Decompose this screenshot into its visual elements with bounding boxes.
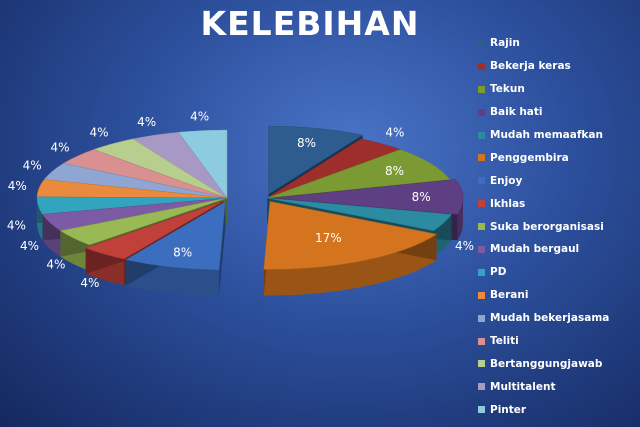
data-label-ikhlas: 4% [80,276,99,290]
legend-item: PD [478,261,638,284]
legend-swatch [478,337,485,345]
legend-label: Teliti [490,335,519,348]
legend-item: Rajin [478,32,638,55]
legend-item: Mudah bekerjasama [478,307,638,330]
legend-label: Enjoy [490,174,523,187]
legend-swatch [478,154,485,162]
data-label-multitalent: 4% [137,115,156,129]
legend-swatch [478,268,485,276]
data-label-bertanggungjawab: 4% [90,126,109,140]
chart-legend: Rajin Bekerja keras Tekun Baik hati Mudah me… [478,32,638,421]
legend-item: Penggembira [478,146,638,169]
data-label-bekerja-keras: 4% [385,126,404,140]
legend-swatch [478,314,485,322]
data-label-mudah-bekerjasama: 4% [23,159,42,173]
legend-swatch [478,245,485,253]
data-label-berani: 4% [8,179,27,193]
pie-slice-penggembira [263,201,438,296]
legend-label: Baik hati [490,106,543,119]
legend-label: Bertanggungjawab [490,357,603,370]
legend-label: Multitalent [490,380,556,393]
legend-item: Mudah bergaul [478,238,638,261]
legend-label: PD [490,266,507,279]
legend-swatch [478,406,485,414]
legend-swatch [478,360,485,368]
legend-label: Mudah bergaul [490,243,580,256]
legend-label: Mudah bekerjasama [490,312,610,325]
legend-swatch [478,200,485,208]
legend-swatch [478,223,485,231]
data-label-mudah-memaafkan: 4% [455,239,474,253]
legend-label: Berani [490,289,529,302]
data-label-baik-hati: 8% [412,190,431,204]
legend-item: Bertanggungjawab [478,352,638,375]
legend-label: Penggembira [490,151,569,164]
data-label-rajin: 8% [297,136,316,150]
data-label-pinter: 4% [190,110,209,124]
legend-swatch [478,291,485,299]
legend-label: Ikhlas [490,197,526,210]
data-label-pd: 4% [7,218,26,232]
pie-slice-enjoy [125,201,226,296]
legend-swatch [478,39,485,47]
legend-swatch [478,62,485,70]
legend-swatch [478,85,485,93]
legend-swatch [478,108,485,116]
data-label-enjoy: 8% [173,246,192,260]
legend-item: Mudah memaafkan [478,124,638,147]
data-label-tekun: 8% [385,164,404,178]
legend-item: Baik hati [478,101,638,124]
legend-label: Mudah memaafkan [490,129,603,141]
data-label-mudah-bergaul: 4% [20,239,39,253]
legend-item: Suka berorganisasi [478,215,638,238]
legend-item: Tekun [478,78,638,101]
legend-label: Bekerja keras [490,60,571,73]
legend-item: Ikhlas [478,192,638,215]
legend-label: Pinter [490,403,527,416]
legend-label: Tekun [490,83,525,96]
data-label-penggembira: 17% [315,231,342,245]
legend-item: Teliti [478,330,638,353]
legend-item: Berani [478,284,638,307]
legend-swatch [478,177,485,185]
legend-item: Pinter [478,398,638,421]
legend-label: Rajin [490,37,520,50]
legend-item: Multitalent [478,375,638,398]
legend-swatch [478,131,485,139]
legend-item: Enjoy [478,169,638,192]
data-label-suka-berorganisasi: 4% [46,258,65,272]
legend-item: Bekerja keras [478,55,638,78]
legend-swatch [478,383,485,391]
chart-title: KELEBIHAN [200,4,420,43]
data-label-teliti: 4% [51,140,70,154]
legend-label: Suka berorganisasi [490,220,604,233]
